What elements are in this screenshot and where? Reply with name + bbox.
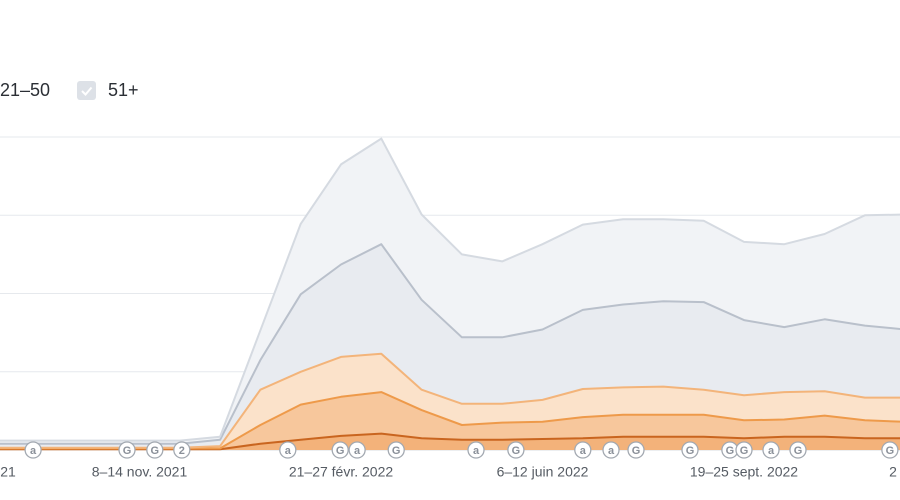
annotation-label: G	[726, 445, 735, 457]
area	[0, 353, 900, 449]
annotation-marker	[627, 441, 645, 459]
annotation-label: G	[886, 445, 895, 457]
annotation-label: G	[392, 445, 401, 457]
annotation-label: G	[794, 445, 803, 457]
annotation-label: G	[336, 445, 345, 457]
annotation-label: a	[608, 445, 615, 457]
annotation-marker	[602, 441, 620, 459]
x-tick-label: 2	[889, 464, 897, 480]
annotation-label: G	[151, 445, 160, 457]
annotation-marker	[467, 441, 485, 459]
annotation-marker	[681, 441, 699, 459]
annotation-label: a	[768, 445, 775, 457]
annotation-marker	[762, 441, 780, 459]
annotation-label: a	[354, 445, 361, 457]
x-tick-label: 6–12 juin 2022	[497, 464, 589, 480]
annotation-marker	[574, 441, 592, 459]
annotation-label: a	[30, 445, 37, 457]
annotation-marker	[24, 441, 42, 459]
annotation-marker	[331, 441, 349, 459]
annotation-marker	[735, 441, 753, 459]
annotation-label: a	[285, 445, 292, 457]
legend-label: 51+	[108, 80, 139, 100]
annotation-marker	[118, 441, 136, 459]
annotation-marker	[881, 441, 899, 459]
legend-label: 21–50	[0, 80, 50, 100]
annotation-label: a	[580, 445, 587, 457]
lines	[0, 137, 900, 451]
areas	[0, 138, 900, 450]
annotation-marker	[387, 441, 405, 459]
x-tick-label: 19–25 sept. 2022	[690, 464, 798, 480]
area	[0, 138, 900, 444]
annotation-label: a	[473, 445, 480, 457]
series-line	[0, 352, 900, 449]
x-tick-label: 21	[0, 464, 16, 480]
x-tick-label: 8–14 nov. 2021	[92, 464, 188, 480]
annotation-marker	[348, 441, 366, 459]
annotation-marker	[789, 441, 807, 459]
annotation-marker	[173, 441, 191, 459]
annotation-label: 2	[179, 445, 185, 457]
annotation-label: G	[512, 445, 521, 457]
series-line	[0, 137, 900, 442]
legend-checkbox	[77, 81, 96, 100]
annotation-marker	[507, 441, 525, 459]
annotation-marker	[146, 441, 164, 459]
annotation-label: G	[123, 445, 132, 457]
annotation-label: G	[632, 445, 641, 457]
legend-check	[81, 86, 93, 96]
area	[0, 244, 900, 448]
annotation-marker	[279, 441, 297, 459]
annotation-label: G	[686, 445, 695, 457]
annotation-label: G	[740, 445, 749, 457]
x-tick-label: 21–27 févr. 2022	[289, 464, 394, 480]
series-line	[0, 243, 900, 445]
